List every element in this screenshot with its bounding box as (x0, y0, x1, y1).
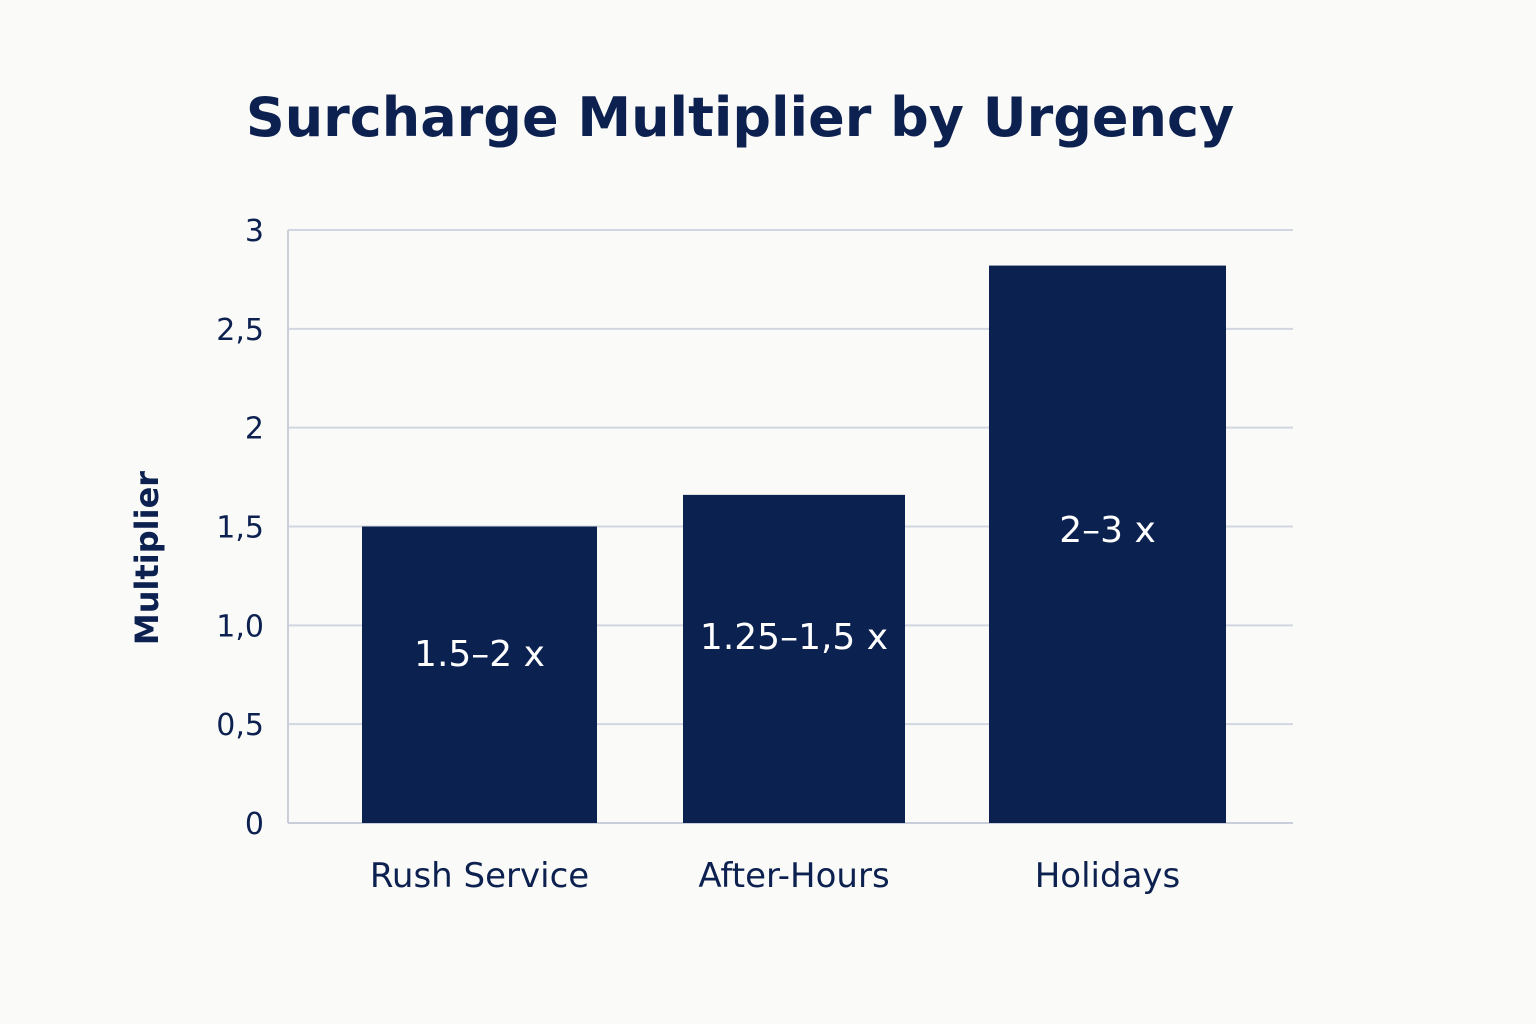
bar (362, 526, 597, 823)
y-axis-ticks: 0 0,5 1,0 1,5 2 2,5 3 (216, 214, 264, 842)
bar (989, 265, 1226, 824)
bar-data-label: 2–3 x (1059, 510, 1156, 551)
bar-data-label: 1.25–1,5 x (700, 617, 888, 658)
x-axis-labels: Rush Service After-Hours Holidays (370, 856, 1180, 896)
y-tick-label: 1,5 (216, 511, 264, 546)
x-category-label: Holidays (1035, 856, 1181, 896)
y-axis-title: Multiplier (128, 471, 166, 645)
bars (362, 265, 1226, 824)
x-category-label: Rush Service (370, 856, 589, 896)
y-tick-label: 1,0 (216, 609, 264, 644)
y-tick-label: 0 (245, 807, 264, 842)
y-tick-label: 2,5 (216, 313, 264, 348)
bar (683, 494, 905, 823)
y-tick-label: 3 (245, 214, 264, 249)
bar-data-label: 1.5–2 x (414, 634, 545, 675)
chart-title: Surcharge Multiplier by Urgency (246, 86, 1234, 149)
y-tick-label: 0,5 (216, 708, 264, 743)
y-tick-label: 2 (245, 412, 264, 447)
x-category-label: After-Hours (698, 856, 889, 896)
bar-data-labels: 1.5–2 x 1.25–1,5 x 2–3 x (414, 510, 1156, 675)
